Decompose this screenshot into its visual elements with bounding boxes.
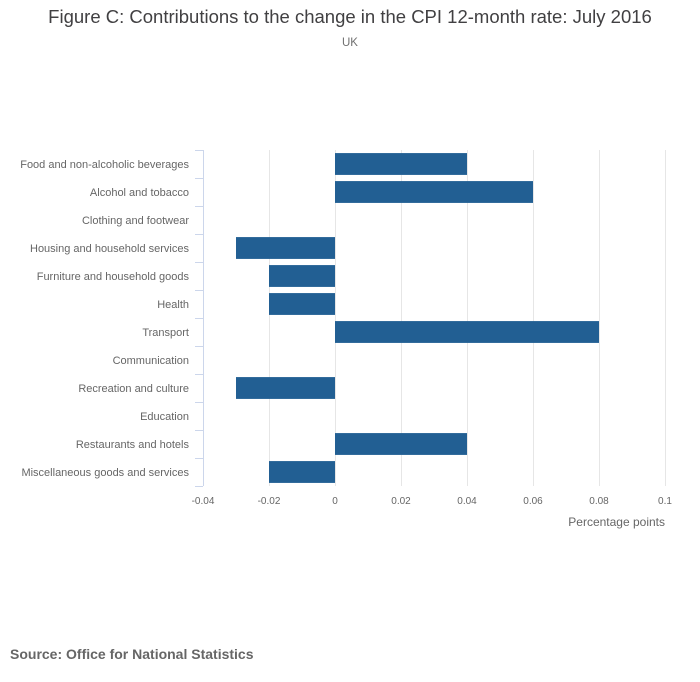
category-label: Housing and household services	[30, 243, 189, 255]
gridlines	[269, 150, 666, 486]
x-tick-label: 0.02	[391, 496, 411, 507]
bar	[269, 293, 335, 315]
x-tick-label: 0.06	[523, 496, 543, 507]
x-tick-label: 0.1	[658, 496, 672, 507]
category-labels: Food and non-alcoholic beverages Alcohol …	[20, 159, 189, 479]
category-label: Health	[157, 299, 189, 311]
x-tick-labels: -0.04 -0.02 0 0.02 0.04 0.06 0.08 0.1	[192, 496, 673, 507]
y-axis	[195, 150, 204, 487]
x-axis-title: Percentage points	[568, 515, 665, 529]
category-label: Furniture and household goods	[37, 271, 190, 283]
category-label: Miscellaneous goods and services	[21, 467, 189, 479]
x-tick-label: -0.02	[258, 496, 281, 507]
bar	[335, 153, 467, 175]
category-label: Alcohol and tobacco	[90, 187, 189, 199]
bar	[335, 321, 599, 343]
x-tick-label: 0.04	[457, 496, 477, 507]
x-tick-label: 0.08	[589, 496, 609, 507]
category-label: Food and non-alcoholic beverages	[20, 159, 189, 171]
bar	[335, 433, 467, 455]
category-label: Clothing and footwear	[82, 215, 189, 227]
x-tick-label: 0	[332, 496, 338, 507]
bar	[236, 237, 335, 259]
x-tick-label: -0.04	[192, 496, 215, 507]
bars	[236, 153, 599, 483]
bar	[236, 377, 335, 399]
bar	[269, 461, 335, 483]
chart-title: Figure C: Contributions to the change in…	[48, 6, 652, 27]
chart-subtitle: UK	[342, 37, 358, 49]
bar	[335, 181, 533, 203]
category-label: Education	[140, 411, 189, 423]
category-label: Recreation and culture	[78, 383, 189, 395]
category-label: Restaurants and hotels	[76, 439, 190, 451]
source-note: Source: Office for National Statistics	[10, 646, 254, 662]
category-label: Communication	[113, 355, 189, 367]
category-label: Transport	[142, 327, 189, 339]
bar	[269, 265, 335, 287]
